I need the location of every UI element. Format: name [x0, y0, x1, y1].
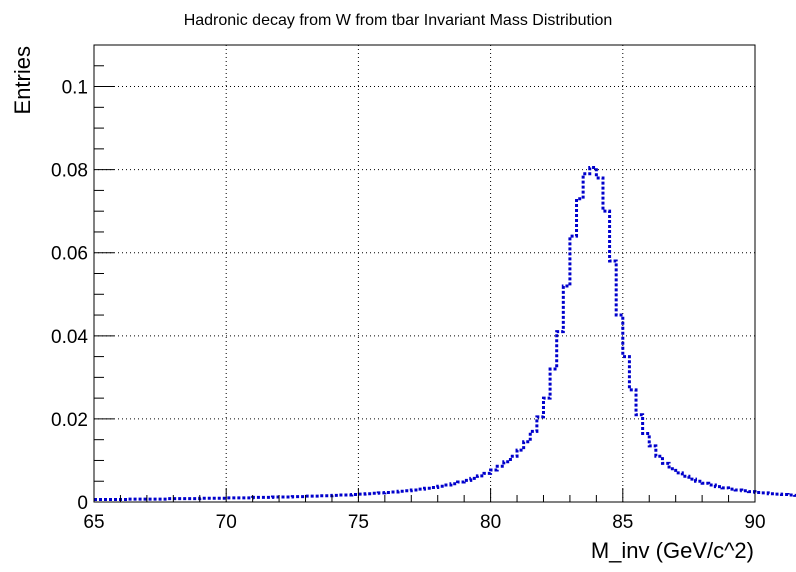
x-tick-label: 70 [216, 512, 237, 533]
x-tick-label: 85 [612, 512, 633, 533]
y-tick-label: 0.04 [51, 327, 88, 348]
y-tick-label: 0.02 [51, 410, 88, 431]
y-tick-label: 0.08 [51, 161, 88, 182]
x-tick-label: 75 [348, 512, 369, 533]
x-tick-label: 90 [744, 512, 765, 533]
y-tick-label: 0.06 [51, 244, 88, 265]
y-axis-label: Entries [10, 46, 35, 114]
tick-labels: 65 70 75 80 85 90 0 0.02 0.04 0.06 0.08 0.1 [51, 78, 766, 533]
chart-title: Hadronic decay from W from tbar Invarian… [184, 12, 613, 29]
x-tick-label: 65 [83, 512, 104, 533]
series-group [94, 166, 796, 502]
axes-ticks [93, 65, 756, 503]
y-tick-label: 0 [77, 493, 88, 514]
grid-lines [94, 45, 755, 502]
y-tick-label: 0.1 [62, 78, 88, 99]
x-tick-label: 80 [480, 512, 501, 533]
histogram-series-line [94, 166, 796, 502]
x-axis-label: M_inv (GeV/c^2) [591, 538, 754, 563]
